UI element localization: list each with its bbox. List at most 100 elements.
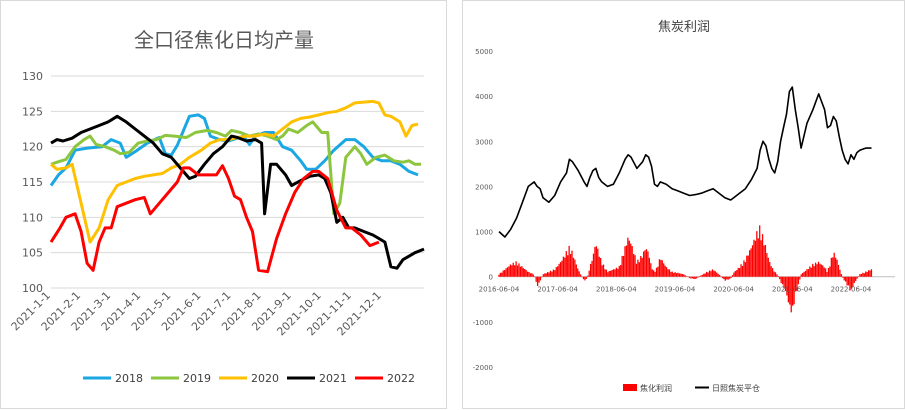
profit-bar [826, 271, 828, 277]
profit-bar [773, 271, 775, 277]
profit-bar [572, 257, 575, 277]
profit-bar [697, 276, 699, 278]
profit-bar [654, 271, 656, 277]
profit-bar [578, 271, 580, 277]
profit-bar [763, 245, 765, 277]
profit-bar [776, 274, 778, 277]
profit-bar [830, 257, 832, 277]
profit-bar [850, 276, 853, 289]
profit-bar [608, 270, 610, 277]
production-series-line-2021 [50, 114, 425, 270]
profit-bar [766, 253, 768, 277]
profit-bar [784, 276, 787, 292]
profit-bar [506, 267, 509, 277]
profit-bar [562, 256, 565, 277]
profit-bar [571, 250, 573, 277]
profit-bar [816, 264, 818, 277]
profit-bar [668, 269, 671, 277]
profit-bar [542, 274, 544, 277]
profit-bar [545, 273, 547, 277]
profit-bar [849, 276, 851, 291]
price-series-line [498, 86, 872, 238]
profit-bar [740, 264, 742, 277]
profit-bar [736, 270, 738, 277]
profit-bar [532, 274, 534, 277]
profit-bar [817, 261, 820, 277]
profit-bar [724, 276, 726, 281]
production-y-tick-label: 110 [22, 211, 43, 224]
profit-bar [498, 274, 500, 277]
profit-bar [710, 271, 712, 277]
profit-bar [598, 256, 600, 277]
profit-bar [759, 225, 761, 277]
profit-bar [783, 276, 785, 289]
profit-bar [622, 255, 625, 277]
profit-bar [716, 272, 718, 277]
profit-bar [770, 266, 772, 277]
profit-bar [565, 251, 567, 277]
production-series-line-2018 [49, 113, 419, 187]
profit-bar [718, 274, 721, 277]
production-y-tick-label: 115 [22, 176, 43, 189]
profit-bar [690, 276, 692, 279]
profit-bar [518, 263, 520, 277]
profit-bar [862, 272, 864, 277]
profit-bar [680, 273, 682, 277]
profit-bar [541, 276, 543, 278]
profit-bar [774, 272, 777, 277]
profit-bar [663, 263, 665, 277]
profit-bar [559, 262, 562, 277]
profit-bar [557, 266, 559, 277]
profit-bar [780, 276, 782, 283]
profit-bar [681, 273, 683, 277]
profit-bar [853, 276, 855, 284]
profit-bar [867, 270, 870, 277]
profit-bar [812, 263, 814, 277]
profit-bar [696, 276, 698, 279]
profit-bar [509, 264, 512, 277]
profit-bar [508, 266, 510, 277]
profit-bar [865, 271, 867, 277]
profit-bar [840, 274, 843, 277]
profit-bar [747, 255, 749, 277]
profit-x-tick-label: 2018-06-04 [596, 286, 637, 294]
profit-bar [618, 266, 620, 277]
profit-bar [810, 267, 812, 277]
profit-y-tick-label: 1000 [475, 229, 493, 237]
profit-bar [859, 274, 861, 277]
profit-bar [535, 276, 537, 282]
profit-bar [658, 259, 661, 277]
profit-bar [615, 267, 618, 277]
profit-bar [769, 262, 771, 277]
profit-bar [842, 276, 844, 278]
profit-bar [706, 271, 708, 277]
profit-bar [827, 267, 830, 277]
profit-bar [789, 276, 791, 305]
profit-bar [807, 269, 810, 277]
profit-bar [588, 270, 590, 277]
profit-bar [823, 267, 825, 277]
production-y-tick-label: 100 [22, 282, 43, 295]
profit-bar [499, 272, 502, 277]
profit-bar [512, 262, 514, 277]
profit-bar [544, 273, 546, 277]
profit-bar [671, 271, 673, 277]
profit-bar [869, 270, 871, 277]
profit-bar [551, 271, 553, 277]
profit-bar [587, 275, 589, 277]
profit-bar [744, 262, 747, 277]
profit-bar [832, 257, 834, 277]
profit-bar [536, 276, 539, 286]
profit-bar [813, 266, 815, 277]
profit-bar [753, 239, 755, 277]
profit-bar [621, 255, 623, 277]
profit-bar [511, 265, 513, 277]
profit-bar [660, 259, 662, 277]
profit-bar [749, 250, 751, 277]
profit-bar [717, 273, 719, 277]
production-y-tick-label: 120 [22, 141, 43, 154]
profit-bar [820, 264, 822, 277]
profit-bar [635, 263, 638, 277]
profit-bar [627, 237, 629, 277]
